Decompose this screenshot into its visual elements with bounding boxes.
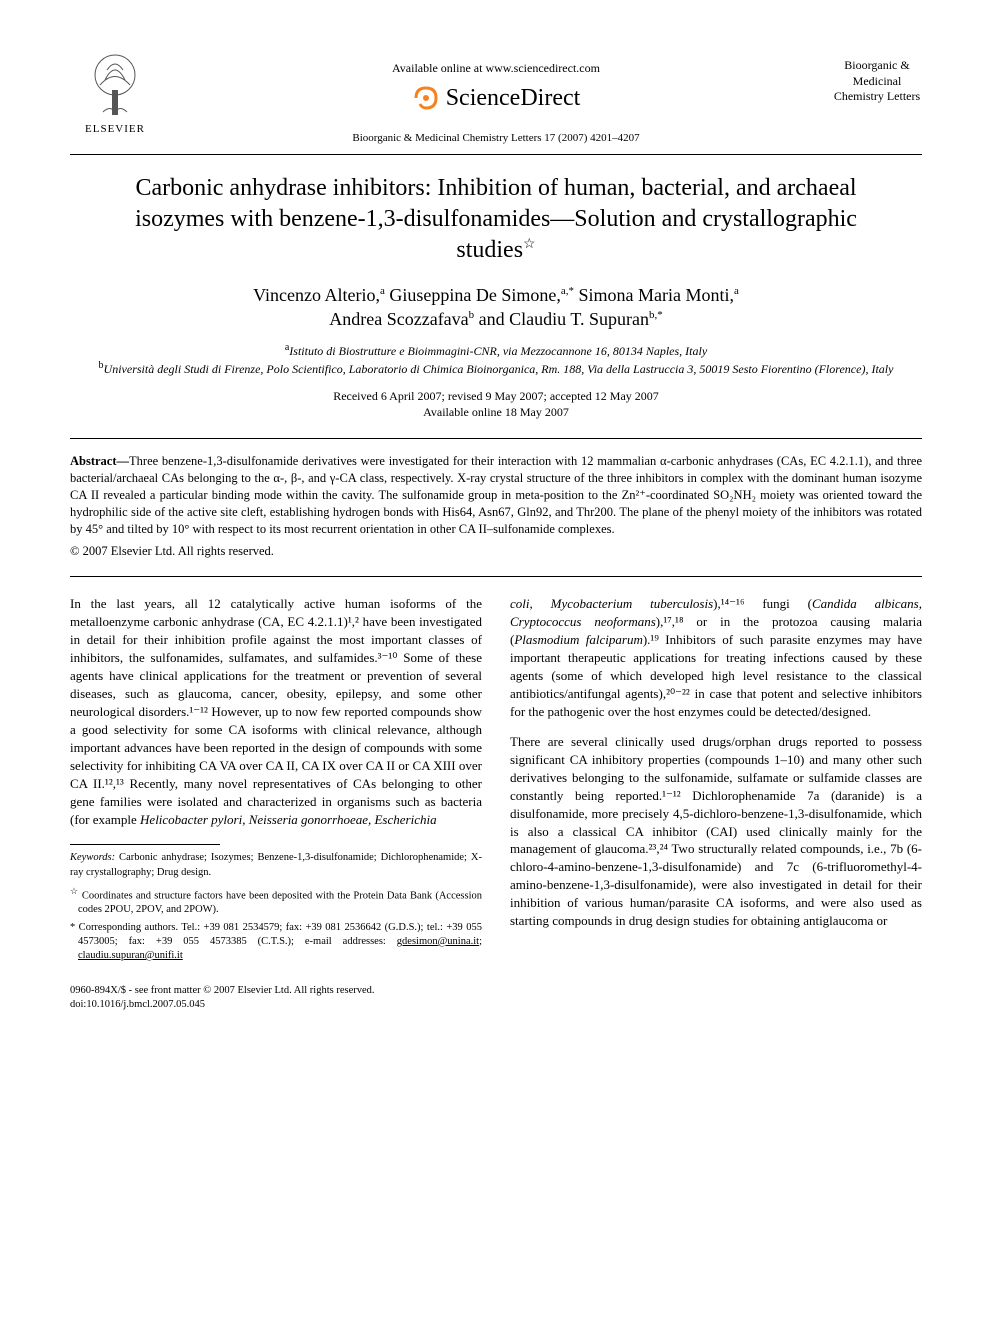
title-text: Carbonic anhydrase inhibitors: Inhibitio… [135,175,857,263]
rule-abstract-bottom [70,576,922,577]
title-footnote-star: ☆ [523,237,536,252]
abstract-text: Three benzene-1,3-disulfonamide derivati… [70,454,922,536]
corr-label: * Corresponding authors. [70,922,181,933]
keywords-label: Keywords: [70,852,115,863]
dates-line2: Available online 18 May 2007 [423,405,569,419]
author: Simona Maria Monti, [579,285,735,305]
right-column: coli, Mycobacterium tuberculosis),¹⁴⁻¹⁶ … [510,595,922,966]
header-banner: ELSEVIER Available online at www.science… [70,50,922,146]
rule-abstract-top [70,438,922,439]
email-sep: ; [479,936,482,947]
footer: 0960-894X/$ - see front matter © 2007 El… [70,984,922,1012]
footer-line1: 0960-894X/$ - see front matter © 2007 El… [70,985,375,996]
body-italic: coli, Mycobacterium tuberculosis [510,596,713,611]
author: Andrea Scozzafava [329,309,468,329]
author: and Claudiu T. Supuran [479,309,649,329]
footnotes: Keywords: Carbonic anhydrase; Isozymes; … [70,851,482,963]
abstract: Abstract—Three benzene-1,3-disulfonamide… [70,453,922,537]
keywords-line: Keywords: Carbonic anhydrase; Isozymes; … [70,851,482,879]
body-text: ),¹⁴⁻¹⁶ fungi ( [713,596,812,611]
body-paragraph: There are several clinically used drugs/… [510,733,922,930]
footnote-star-text: Coordinates and structure factors have b… [78,890,482,915]
body-paragraph: In the last years, all 12 catalytically … [70,595,482,828]
email-link-1[interactable]: gdesimon@unina.it [397,936,479,947]
journal-name-label: Bioorganic & Medicinal Chemistry Letters [832,50,922,105]
author-affil-sup: b [469,309,475,321]
author-affil-sup: a,* [561,285,574,297]
article-dates: Received 6 April 2007; revised 9 May 200… [70,388,922,420]
author: Giuseppina De Simone, [389,285,560,305]
article-title: Carbonic anhydrase inhibitors: Inhibitio… [110,173,882,267]
affiliation-a: Istituto di Biostrutture e Bioimmagini-C… [289,344,707,358]
available-online-text: Available online at www.sciencedirect.co… [160,60,832,76]
sciencedirect-icon [412,84,440,112]
rule-top [70,154,922,155]
sciencedirect-wordmark: ScienceDirect [446,82,581,114]
author: Vincenzo Alterio, [253,285,380,305]
footnote-corresponding: * Corresponding authors. Tel.: +39 081 2… [70,921,482,964]
header-center: Available online at www.sciencedirect.co… [160,50,832,146]
page: ELSEVIER Available online at www.science… [0,0,992,1053]
footer-doi: doi:10.1016/j.bmcl.2007.05.045 [70,999,205,1010]
author-list: Vincenzo Alterio,a Giuseppina De Simone,… [70,283,922,332]
keywords-text: Carbonic anhydrase; Isozymes; Benzene-1,… [70,852,482,877]
body-text: In the last years, all 12 catalytically … [70,596,482,826]
elsevier-label: ELSEVIER [85,122,145,137]
body-italic: Plasmodium falciparum [514,632,643,647]
affiliation-b: Università degli Studi di Firenze, Polo … [104,362,894,376]
body-italic: Helicobacter pylori, Neisseria gonorrhoe… [140,812,437,827]
elsevier-logo: ELSEVIER [70,50,160,137]
email-link-2[interactable]: claudiu.supuran@unifi.it [78,950,183,961]
body-paragraph: coli, Mycobacterium tuberculosis),¹⁴⁻¹⁶ … [510,595,922,721]
affiliations: aIstituto di Biostrutture e Bioimmagini-… [70,341,922,377]
author-affil-sup: b,* [649,309,663,321]
author-affil-sup: a [380,285,385,297]
body-columns: In the last years, all 12 catalytically … [70,595,922,966]
author-affil-sup: a [734,285,739,297]
dates-line1: Received 6 April 2007; revised 9 May 200… [333,389,659,403]
footnote-rule [70,844,220,845]
journal-reference: Bioorganic & Medicinal Chemistry Letters… [160,131,832,146]
footnote-star: ☆ Coordinates and structure factors have… [70,885,482,918]
sciencedirect-logo: ScienceDirect [412,82,581,114]
copyright-line: © 2007 Elsevier Ltd. All rights reserved… [70,543,922,560]
left-column: In the last years, all 12 catalytically … [70,595,482,966]
elsevier-tree-icon [85,50,145,120]
